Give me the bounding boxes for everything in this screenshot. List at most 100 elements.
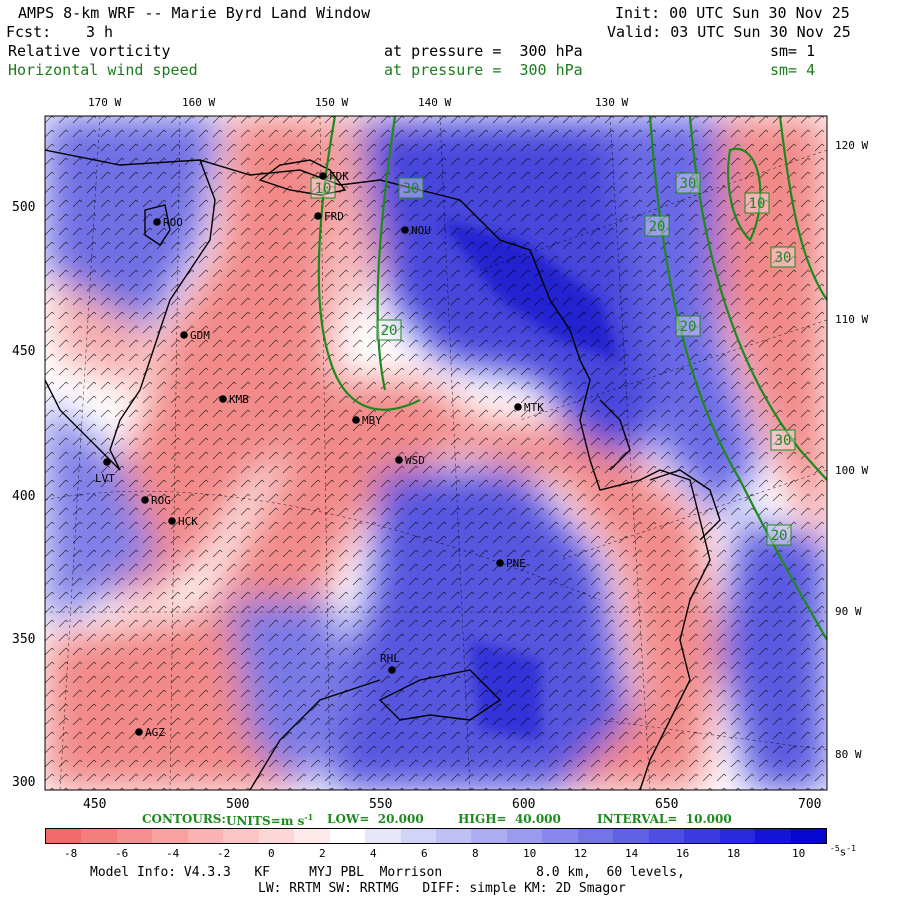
contour-label: 30 [675,172,701,194]
station-marker: MTK [514,401,544,414]
colorbar-swatch [719,829,756,843]
colorbar-swatch [116,829,153,843]
svg-text:30: 30 [680,176,697,192]
station-marker: FRD [314,210,344,223]
colorbar-swatch [46,829,82,843]
station-label: RHL [380,652,400,665]
contours-prefix: CONTOURS: [142,812,226,826]
colorbar-swatch [152,829,188,843]
colorbar-swatch [294,829,330,843]
station-label: MTK [524,401,544,414]
y-tick-label: 300 [12,775,36,790]
colorbar-swatch [790,829,826,843]
y-tick-label: 450 [12,344,36,359]
x-tick-label: 500 [226,797,250,812]
colorbar-label: 10 [792,847,806,860]
contours-high: HIGH= 40.000 [458,812,561,826]
field2-level: at pressure = 300 hPa [384,61,583,79]
lon-label-right: 90 W [835,605,862,618]
svg-text:20: 20 [381,323,398,339]
lon-label-right: 110 W [835,313,869,326]
colorbar-swatch [542,829,578,843]
station-label: ROO [163,216,183,229]
contours-interval: INTERVAL= 10.000 [597,812,732,826]
colorbar-swatch [684,829,720,843]
forecast-label: Fcst: [6,23,52,41]
colorbar-label: 2 [319,847,326,860]
colorbar-units: -5s-1 [830,844,856,859]
lon-label-top: 170 W [88,96,122,109]
colorbar-label: -2 [217,847,231,860]
station-marker: KMB [219,393,249,406]
contours-units: UNITS=m s-1 [226,812,314,828]
svg-text:20: 20 [771,528,788,544]
svg-text:30: 30 [775,250,792,266]
lon-label-right: 100 W [835,464,869,477]
contour-label: 10 [310,177,336,199]
contour-label: 20 [766,524,792,546]
colorbar-swatch [648,829,685,843]
contour-label: 30 [398,177,424,199]
y-tick-label: 400 [12,489,36,504]
valid-time: Valid: 03 UTC Sun 30 Nov 25 [607,23,851,41]
station-marker: NOU [401,224,431,237]
svg-text:30: 30 [403,181,420,197]
x-tick-label: 550 [369,797,393,812]
colorbar-swatch [258,829,295,843]
y-tick-label: 350 [12,632,36,647]
colorbar-swatch [400,829,436,843]
colorbar-swatch [613,829,649,843]
station-label: FRD [324,210,344,223]
station-marker: PNE [496,557,526,570]
station-label: FDK [329,170,349,183]
lon-label-top: 160 W [182,96,216,109]
colorbar-swatch [365,829,401,843]
contour-label: 20 [376,319,402,341]
svg-text:10: 10 [749,196,766,212]
field1-name: Relative vorticity [8,42,171,60]
station-label: LVT [95,472,115,485]
svg-text:20: 20 [680,319,697,335]
lon-label-top: 140 W [418,96,452,109]
station-marker: HCK [168,515,198,528]
station-marker: ROG [141,494,171,507]
x-tick-label: 450 [83,797,107,812]
contours-low: LOW= 20.000 [327,812,424,826]
colorbar-swatch [506,829,543,843]
lon-label-top: 150 W [315,96,349,109]
colorbar-label: -6 [115,847,129,860]
station-label: NOU [411,224,431,237]
station-marker: MBY [352,414,382,427]
colorbar-label: -8 [64,847,78,860]
contour-label: 30 [770,246,796,268]
contour-label: 20 [644,215,670,237]
svg-text:20: 20 [649,219,666,235]
model-schemes: LW: RRTM SW: RRTMG DIFF: simple KM: 2D S… [258,881,626,896]
contour-label: 10 [744,192,770,214]
colorbar-swatch [471,829,507,843]
station-label: WSD [405,454,425,467]
station-marker: AGZ [135,726,165,739]
colorbar-swatch [329,829,366,843]
colorbar-label: 14 [625,847,639,860]
x-tick-label: 700 [798,797,822,812]
station-label: HCK [178,515,198,528]
colorbar-swatch [435,829,472,843]
colorbar [45,828,827,844]
station-marker: LVT [95,458,115,485]
colorbar-swatch [187,829,224,843]
colorbar-label: 18 [727,847,741,860]
contour-label: 30 [770,429,796,451]
colorbar-label: 4 [370,847,377,860]
station-marker: FDK [319,170,349,183]
colorbar-swatch [223,829,259,843]
field2-name: Horizontal wind speed [8,61,198,79]
colorbar-swatch [577,829,614,843]
x-tick-label: 600 [512,797,536,812]
station-label: ROG [151,494,171,507]
colorbar-label: 8 [472,847,479,860]
lon-label-top: 130 W [595,96,629,109]
colorbar-label: 12 [574,847,588,860]
station-label: GDM [190,329,210,342]
